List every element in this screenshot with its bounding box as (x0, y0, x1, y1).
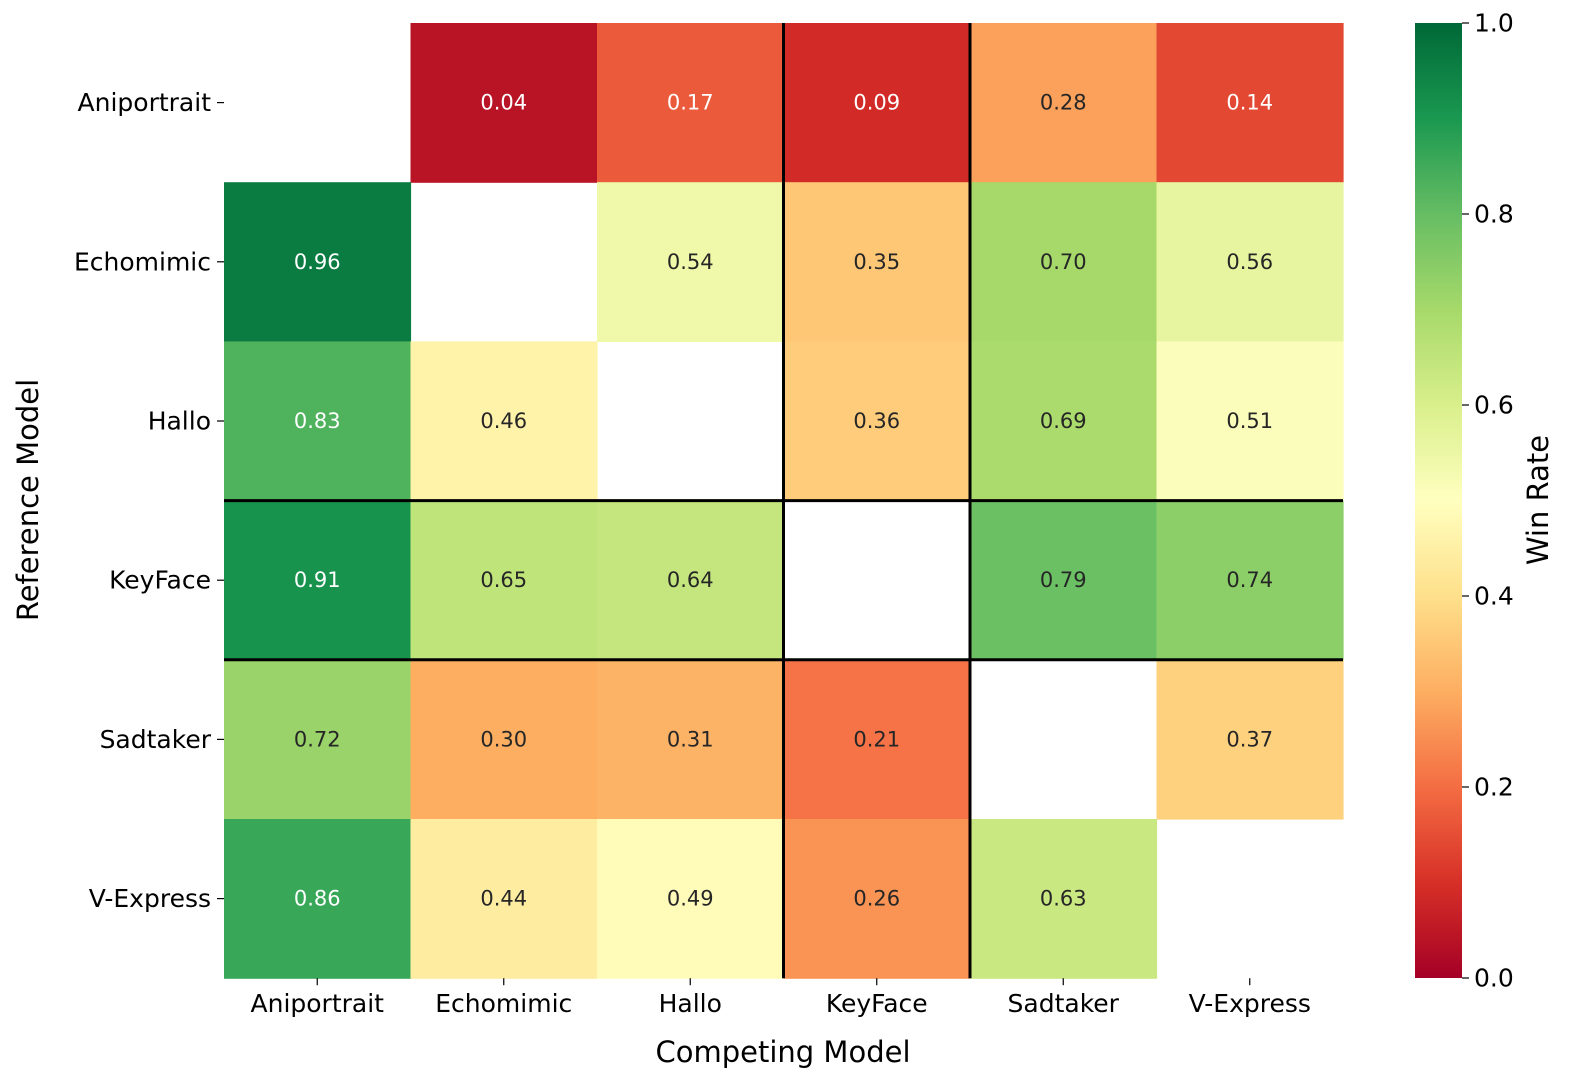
heatmap-cell (783, 23, 971, 183)
x-tick-label: V-Express (1189, 989, 1311, 1018)
cell-value-label: 0.69 (1040, 409, 1087, 433)
y-tick-label: Sadtaker (100, 725, 212, 754)
cell-value-label: 0.65 (480, 568, 527, 592)
heatmap-cell (410, 23, 598, 183)
heatmap-cell (970, 341, 1158, 502)
cell-value-label: 0.91 (294, 568, 341, 592)
y-tick-label: KeyFace (109, 566, 211, 595)
cell-value-label: 0.36 (853, 409, 900, 433)
heatmap-cell (597, 819, 785, 979)
heatmap-cell (783, 182, 971, 342)
heatmap-cell (224, 819, 412, 979)
cell-value-label: 0.09 (853, 91, 900, 115)
heatmap-cell (597, 500, 785, 661)
heatmap-cell-labels: 0.04 0.17 0.09 0.28 0.14 0.96 0.54 0.35 0.70 0.56… (294, 91, 1273, 911)
colorbar-tick-label: 0.8 (1474, 200, 1514, 229)
heatmap-cell (597, 23, 785, 183)
colorbar-tick-label: 0.0 (1474, 964, 1514, 993)
cell-value-label: 0.72 (294, 727, 341, 751)
x-tick-label: KeyFace (826, 989, 928, 1018)
colorbar-tick-label: 0.4 (1474, 582, 1514, 611)
y-tick-label: V-Express (89, 884, 211, 913)
heatmap-cell (783, 341, 971, 502)
y-axis-title: Reference Model (11, 379, 45, 621)
cell-value-label: 0.30 (480, 727, 527, 751)
colorbar-tick-label: 0.2 (1474, 773, 1514, 802)
heatmap-cell (1156, 659, 1344, 820)
cell-value-label: 0.14 (1226, 91, 1273, 115)
heatmap-cell (1156, 182, 1344, 342)
y-tick-label: Hallo (148, 407, 211, 436)
cell-value-label: 0.37 (1226, 727, 1273, 751)
colorbar (1415, 23, 1462, 978)
heatmap-cell (410, 341, 598, 502)
heatmap-cell (224, 659, 412, 820)
heatmap-cell (970, 182, 1158, 342)
highlight-lines (224, 23, 1343, 979)
colorbar-label: Win Rate (1521, 435, 1555, 565)
cell-value-label: 0.04 (480, 91, 527, 115)
heatmap-cell (970, 500, 1158, 661)
cell-value-label: 0.74 (1226, 568, 1273, 592)
heatmap-cell (410, 500, 598, 661)
x-axis-ticks: Aniportrait Echomimic Hallo KeyFace Sadtaker… (251, 978, 1311, 1018)
cell-value-label: 0.63 (1040, 887, 1087, 911)
heatmap-cell (1156, 341, 1344, 502)
cell-value-label: 0.35 (853, 250, 900, 274)
heatmap-cell (410, 659, 598, 820)
cell-value-label: 0.46 (480, 409, 527, 433)
x-tick-label: Hallo (659, 989, 722, 1018)
cell-value-label: 0.83 (294, 409, 341, 433)
y-axis-ticks: Aniportrait Echomimic Hallo KeyFace Sadtaker… (74, 88, 224, 913)
cell-value-label: 0.96 (294, 250, 341, 274)
cell-value-label: 0.64 (667, 568, 714, 592)
heatmap-cell (1156, 23, 1344, 183)
heatmap-cell (1156, 500, 1344, 661)
colorbar-ticks: 0.0 0.2 0.4 0.6 0.8 1.0 (1462, 9, 1514, 993)
heatmap-cell (224, 500, 412, 661)
heatmap-cell (783, 819, 971, 979)
heatmap-cell (224, 182, 412, 342)
cell-value-label: 0.49 (667, 887, 714, 911)
heatmap-cell (224, 341, 412, 502)
colorbar-tick-label: 1.0 (1474, 9, 1514, 38)
x-tick-label: Sadtaker (1008, 989, 1120, 1018)
cell-value-label: 0.31 (667, 727, 714, 751)
x-tick-label: Echomimic (435, 989, 572, 1018)
heatmap-cell (970, 819, 1158, 979)
y-tick-label: Echomimic (74, 247, 211, 276)
cell-value-label: 0.17 (667, 91, 714, 115)
cell-value-label: 0.51 (1226, 409, 1273, 433)
heatmap-cell (597, 659, 785, 820)
heatmap-cell (597, 182, 785, 342)
heatmap-cell (783, 659, 971, 820)
cell-value-label: 0.26 (853, 887, 900, 911)
cell-value-label: 0.54 (667, 250, 714, 274)
cell-value-label: 0.70 (1040, 250, 1087, 274)
cell-value-label: 0.28 (1040, 91, 1087, 115)
x-axis-title: Competing Model (656, 1035, 911, 1069)
heatmap-cell (410, 819, 598, 979)
colorbar-tick-label: 0.6 (1474, 391, 1514, 420)
x-tick-label: Aniportrait (251, 989, 385, 1018)
y-tick-label: Aniportrait (78, 88, 212, 117)
cell-value-label: 0.21 (853, 727, 900, 751)
cell-value-label: 0.86 (294, 887, 341, 911)
cell-value-label: 0.79 (1040, 568, 1087, 592)
cell-value-label: 0.44 (480, 887, 527, 911)
heatmap-cell (970, 23, 1158, 183)
cell-value-label: 0.56 (1226, 250, 1273, 274)
heatmap-cells (224, 23, 1344, 979)
